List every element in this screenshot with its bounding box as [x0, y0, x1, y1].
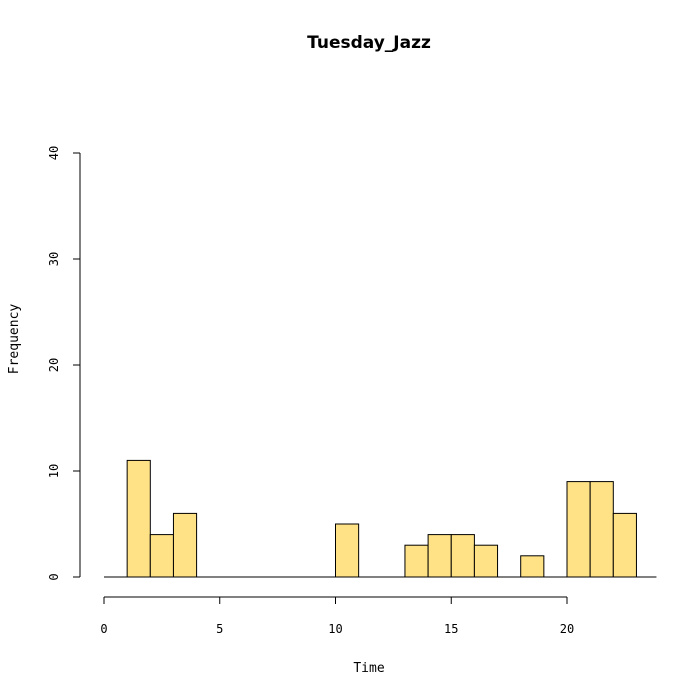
histogram-bar	[126, 459, 151, 578]
histogram-bar	[566, 481, 591, 578]
y-axis: 0 10 20 30 40	[47, 146, 81, 581]
x-axis-label: Time	[353, 661, 384, 676]
x-tick-label: 5	[216, 622, 223, 636]
y-tick-label: 30	[47, 252, 61, 266]
histogram-bar	[335, 523, 360, 578]
y-tick-label: 20	[47, 358, 61, 372]
y-tick-label: 10	[47, 464, 61, 478]
bars-group	[126, 459, 637, 578]
x-tick-label: 20	[560, 622, 574, 636]
histogram-bar	[520, 555, 545, 578]
x-tick-label: 0	[100, 622, 107, 636]
histogram-bar	[589, 481, 614, 578]
y-axis-label: Frequency	[7, 304, 22, 375]
histogram-bar	[473, 544, 499, 578]
x-tick-label: 10	[328, 622, 342, 636]
x-tick-label: 15	[444, 622, 458, 636]
histogram-bar	[149, 534, 174, 578]
y-tick-label: 40	[47, 146, 61, 160]
x-axis: 0 5 10 15 20	[100, 596, 574, 636]
histogram-bar	[450, 534, 475, 578]
histogram-bar	[427, 534, 452, 578]
histogram-bar	[172, 512, 198, 578]
histogram-bar	[612, 512, 637, 578]
histogram-bar	[404, 544, 429, 578]
chart-title: Tuesday_Jazz	[307, 33, 431, 53]
y-tick-label: 0	[47, 573, 61, 580]
